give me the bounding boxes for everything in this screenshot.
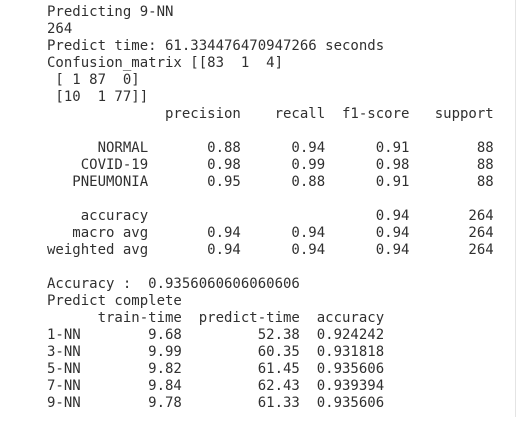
output-line: Predicting 9-NN xyxy=(47,4,174,20)
output-line: 264 xyxy=(47,21,73,37)
output-line: [10 1 77]] xyxy=(47,89,149,105)
panel-edge xyxy=(515,0,516,417)
output-line: Confusion_matrix [[83 1 4] xyxy=(47,55,284,71)
output-line: NORMAL 0.88 0.94 0.91 88 xyxy=(47,140,494,156)
output-line: macro avg 0.94 0.94 0.94 264 xyxy=(47,225,494,241)
page: Predicting 9-NN 264 Predict time: 61.33447… xyxy=(47,0,516,417)
output-line: train-time predict-time accuracy xyxy=(47,310,385,326)
output-line: 1-NN 9.68 52.38 0.924242 xyxy=(47,327,385,343)
output-line: Predict complete xyxy=(47,293,182,309)
output-block: accuracy 0.94 264 macro avg 0.94 0.94 0.… xyxy=(47,208,494,259)
output-line: PNEUMONIA 0.95 0.88 0.91 88 xyxy=(47,174,494,190)
output-block: NORMAL 0.88 0.94 0.91 88 COVID-19 0.98 0… xyxy=(47,140,494,191)
output-line: Accuracy : 0.9356060606060606 xyxy=(47,276,300,292)
output-line: 7-NN 9.84 62.43 0.939394 xyxy=(47,378,385,394)
output-line: weighted avg 0.94 0.94 0.94 264 xyxy=(47,242,494,258)
output-line: 3-NN 9.99 60.35 0.931818 xyxy=(47,344,385,360)
output-line: COVID-19 0.98 0.99 0.98 88 xyxy=(47,157,494,173)
terminal-output: Predicting 9-NN 264 Predict time: 61.33447… xyxy=(47,4,494,429)
output-line: [ 1 87 0] xyxy=(47,72,140,88)
output-line: precision recall f1-score support xyxy=(47,106,494,122)
output-line: accuracy 0.94 264 xyxy=(47,208,494,224)
output-line: Predict time: 61.334476470947266 seconds xyxy=(47,38,385,54)
output-line: 9-NN 9.78 61.33 0.935606 xyxy=(47,395,385,411)
output-block: Predicting 9-NN 264 Predict time: 61.33447… xyxy=(47,4,494,123)
output-line: 5-NN 9.82 61.45 0.935606 xyxy=(47,361,385,377)
output-block: Accuracy : 0.9356060606060606 Predict com… xyxy=(47,276,494,412)
